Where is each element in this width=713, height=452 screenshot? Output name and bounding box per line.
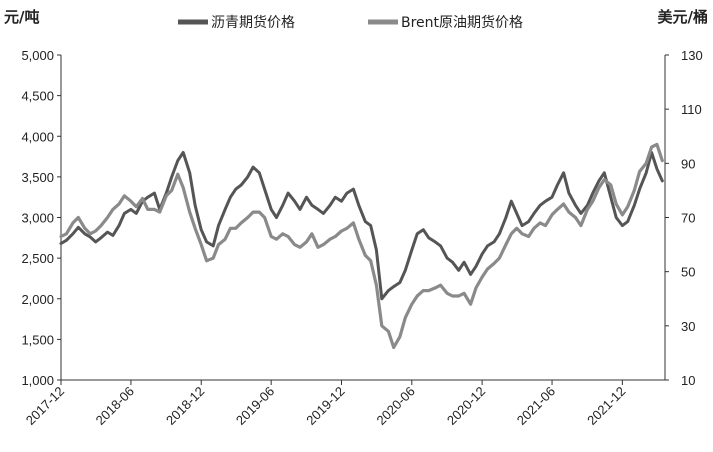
left-tick-label: 2,500 [21,251,54,266]
right-tick-label: 30 [681,319,695,334]
right-tick-label: 50 [681,265,695,280]
right-tick-label: 90 [681,156,695,171]
series-line-asphalt [59,151,664,301]
x-tick-label: 2017-12 [23,384,67,428]
right-tick-label: 130 [681,48,703,63]
ticks-layer: 5,000 4,500 4,000 3,500 3,000 2,500 2,000 1,500… [21,48,702,428]
left-tick-label: 3,000 [21,211,54,226]
legend: 沥青期货价格 Brent原油期货价格 [178,14,523,31]
left-tick-label: 4,000 [21,129,54,144]
left-tick-label: 4,500 [21,89,54,104]
x-tick-label: 2018-06 [93,384,137,428]
right-tick-label: 10 [681,373,695,388]
left-tick-label: 3,500 [21,170,54,185]
x-tick-label: 2019-06 [233,384,277,428]
legend-label-brent: Brent原油期货价格 [401,14,523,31]
x-tick-label: 2020-06 [374,384,418,428]
x-tick-label: 2018-12 [163,384,207,428]
left-tick-label: 2,000 [21,292,54,307]
right-tick-label: 70 [681,211,695,226]
legend-label-asphalt: 沥青期货价格 [211,14,295,31]
right-axis-unit: 美元/桶 [658,8,708,26]
series-layer [59,142,664,350]
x-tick-label: 2021-06 [514,384,558,428]
x-tick-label: 2019-12 [303,384,347,428]
left-tick-label: 1,000 [21,373,54,388]
left-axis-unit: 元/吨 [4,8,39,26]
left-tick-label: 5,000 [21,48,54,63]
x-tick-label: 2020-12 [444,384,488,428]
left-tick-label: 1,500 [21,332,54,347]
right-tick-label: 110 [681,102,702,117]
series-line-brent [59,142,664,350]
x-tick-label: 2021-12 [584,384,628,428]
